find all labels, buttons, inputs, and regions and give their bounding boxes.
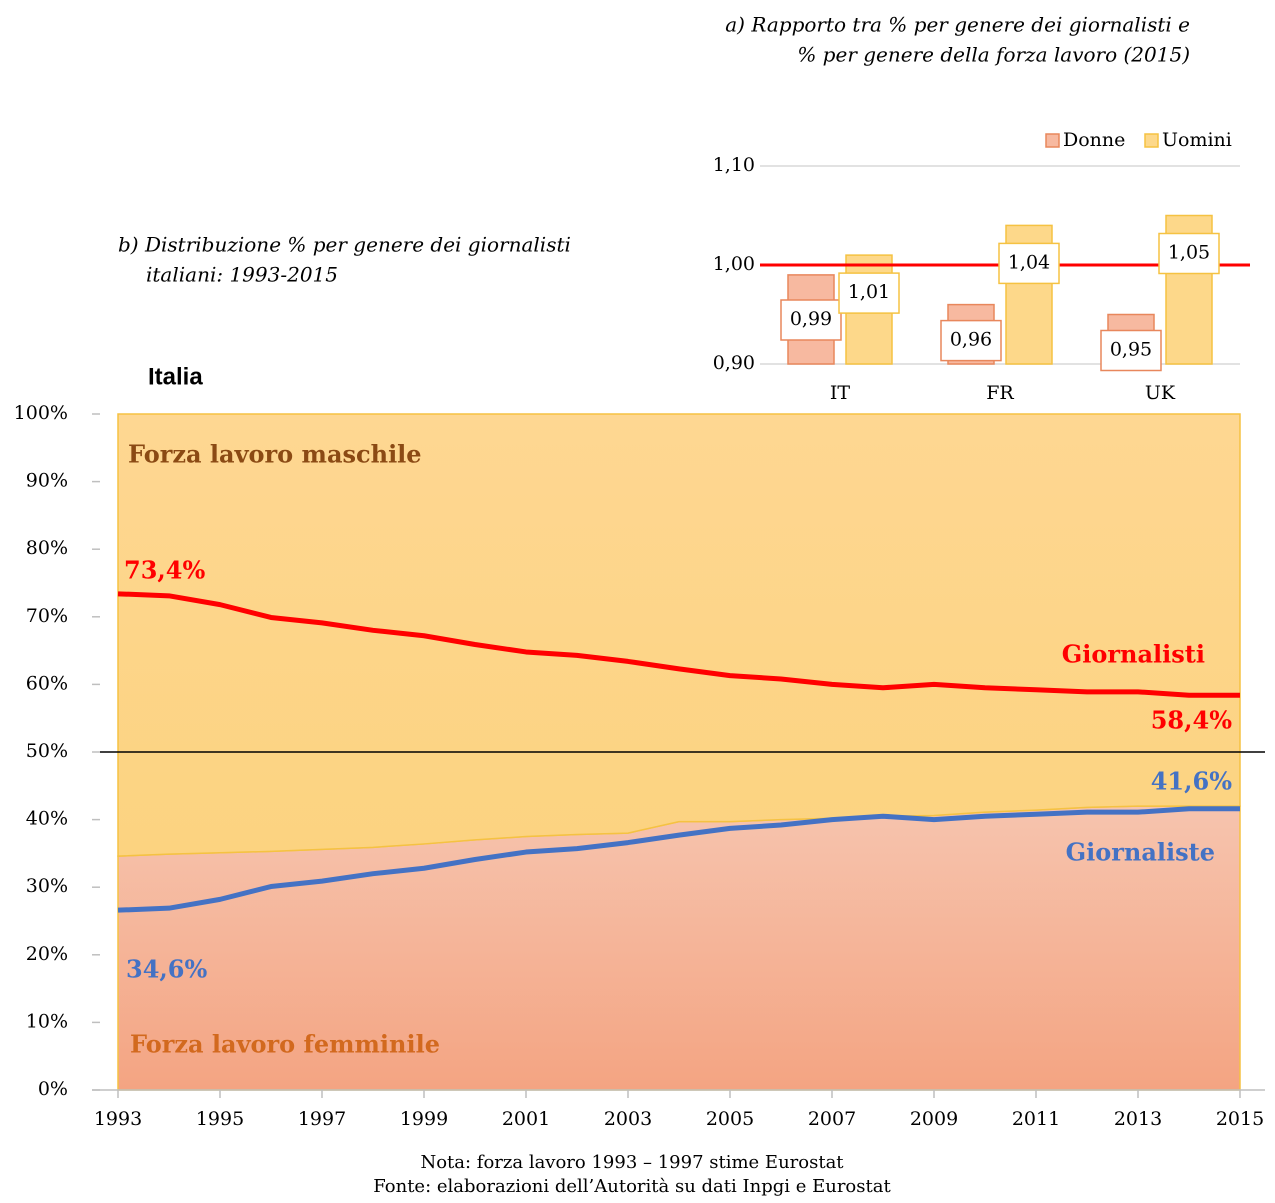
data-label: 0,99 bbox=[790, 308, 832, 330]
data-label: 0,96 bbox=[950, 329, 992, 351]
series-label: Forza lavoro maschile bbox=[128, 440, 422, 469]
y-tick-label: 70% bbox=[26, 605, 68, 627]
chart-subtitle: italiani: 1993-2015 bbox=[146, 263, 338, 287]
note: Fonte: elaborazioni dell’Autorità su dat… bbox=[373, 1176, 891, 1197]
y-tick-label: 60% bbox=[26, 672, 68, 694]
series-label: Giornaliste bbox=[1066, 838, 1215, 867]
y-tick-label: 1,10 bbox=[713, 154, 755, 176]
chart-subtitle: b) Distribuzione % per genere dei giorna… bbox=[118, 233, 571, 257]
x-tick-label: 2011 bbox=[1012, 1108, 1060, 1130]
legend-label: Uomini bbox=[1162, 129, 1232, 151]
data-label: 1,01 bbox=[848, 281, 890, 303]
annotation: 41,6% bbox=[1151, 767, 1232, 796]
series-label: Giornalisti bbox=[1062, 640, 1205, 669]
y-tick-label: 80% bbox=[26, 537, 68, 559]
annotation: 73,4% bbox=[124, 556, 205, 585]
legend-swatch bbox=[1144, 133, 1159, 148]
data-label: 0,95 bbox=[1110, 339, 1152, 361]
legend-label: Donne bbox=[1063, 129, 1125, 151]
y-tick-label: 1,00 bbox=[713, 253, 755, 275]
x-tick-label: 1999 bbox=[400, 1108, 448, 1130]
data-label: 1,04 bbox=[1008, 251, 1050, 273]
x-tick-label: 2005 bbox=[706, 1108, 754, 1130]
label-box bbox=[1158, 232, 1220, 275]
x-tick-label: 2009 bbox=[910, 1108, 958, 1130]
x-tick-label: UK bbox=[1145, 382, 1176, 404]
label-box bbox=[998, 242, 1060, 285]
x-tick-label: 2007 bbox=[808, 1108, 856, 1130]
y-tick-label: 10% bbox=[26, 1010, 68, 1032]
x-tick-label: 2015 bbox=[1216, 1108, 1264, 1130]
y-tick-label: 30% bbox=[26, 875, 68, 897]
y-tick-label: 50% bbox=[26, 740, 68, 762]
y-tick-label: 0,90 bbox=[713, 352, 755, 374]
annotation: 34,6% bbox=[126, 955, 207, 984]
note: Nota: forza lavoro 1993 – 1997 stime Eur… bbox=[420, 1152, 844, 1173]
series-label: Forza lavoro femminile bbox=[130, 1030, 440, 1059]
annotation: 58,4% bbox=[1151, 706, 1232, 735]
y-tick-label: 20% bbox=[26, 943, 68, 965]
label-box bbox=[838, 272, 900, 314]
y-tick-label: 90% bbox=[26, 470, 68, 492]
notes: Nota: forza lavoro 1993 – 1997 stime Eur… bbox=[373, 1152, 891, 1197]
chart-title: % per genere della forza lavoro (2015) bbox=[797, 43, 1190, 67]
chart-title: Italia bbox=[148, 363, 203, 390]
y-tick-label: 100% bbox=[14, 402, 68, 424]
x-tick-label: FR bbox=[986, 382, 1014, 404]
x-tick-label: 2001 bbox=[502, 1108, 550, 1130]
label-box bbox=[1100, 329, 1162, 372]
y-tick-label: 0% bbox=[38, 1078, 68, 1100]
x-tick-label: 2003 bbox=[604, 1108, 652, 1130]
line bbox=[117, 806, 1240, 913]
x-tick-label: 1997 bbox=[298, 1108, 346, 1130]
x-tick-label: 2013 bbox=[1114, 1108, 1162, 1130]
y-tick-label: 40% bbox=[26, 808, 68, 830]
label-box bbox=[780, 299, 842, 341]
x-tick-label: 1995 bbox=[196, 1108, 244, 1130]
line bbox=[117, 591, 1240, 698]
x-tick-label: 1993 bbox=[94, 1108, 142, 1130]
chart-title: a) Rapporto tra % per genere dei giornal… bbox=[725, 13, 1190, 37]
area bbox=[117, 413, 1241, 857]
inset-chart: a) Rapporto tra % per genere dei giornal… bbox=[713, 13, 1250, 404]
main-chart: Italia b) Distribuzione % per genere dei … bbox=[14, 233, 1265, 1130]
legend-swatch bbox=[1045, 133, 1060, 148]
label-box bbox=[940, 319, 1002, 362]
x-tick-label: IT bbox=[830, 382, 851, 404]
data-label: 1,05 bbox=[1168, 242, 1210, 264]
